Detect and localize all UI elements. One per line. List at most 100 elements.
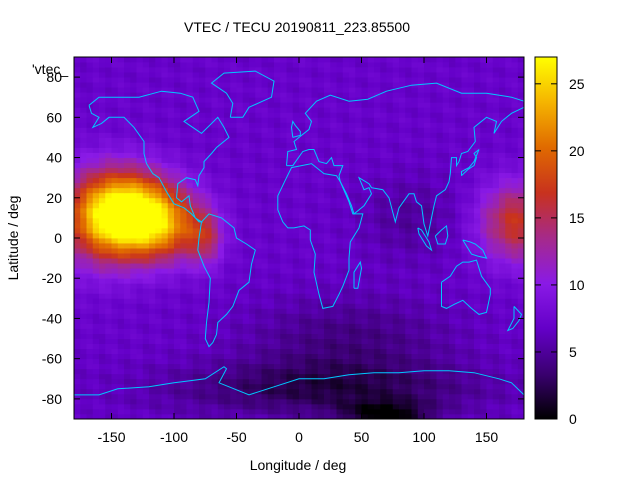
heatmap-cell bbox=[230, 343, 237, 350]
heatmap-cell bbox=[380, 403, 387, 410]
heatmap-cell bbox=[405, 343, 412, 350]
heatmap-cell bbox=[486, 328, 494, 334]
heatmap-cell bbox=[92, 318, 100, 324]
heatmap-cell bbox=[517, 328, 525, 334]
heatmap-cell bbox=[105, 202, 112, 209]
heatmap-cell bbox=[392, 177, 400, 184]
heatmap-cell bbox=[517, 172, 525, 179]
heatmap-cell bbox=[349, 72, 356, 78]
heatmap-cell bbox=[211, 263, 219, 269]
heatmap-cell bbox=[355, 388, 362, 395]
heatmap-cell bbox=[386, 318, 394, 324]
heatmap-cell bbox=[142, 318, 150, 324]
heatmap-cell bbox=[236, 77, 244, 83]
heatmap-cell bbox=[499, 368, 506, 375]
heatmap-cell bbox=[411, 127, 419, 133]
heatmap-cell bbox=[330, 353, 337, 360]
heatmap-cell bbox=[280, 157, 287, 163]
heatmap-cell bbox=[474, 162, 481, 169]
heatmap-cell bbox=[386, 177, 394, 184]
heatmap-cell bbox=[111, 222, 119, 229]
heatmap-cell bbox=[242, 243, 250, 249]
heatmap-cell bbox=[480, 283, 487, 289]
heatmap-cell bbox=[324, 72, 331, 78]
heatmap-cell bbox=[261, 137, 269, 143]
heatmap-cell bbox=[324, 137, 331, 143]
heatmap-cell bbox=[455, 217, 462, 224]
heatmap-cell bbox=[249, 263, 256, 269]
heatmap-cell bbox=[205, 182, 212, 189]
heatmap-cell bbox=[92, 293, 100, 299]
heatmap-cell bbox=[367, 192, 375, 199]
heatmap-cell bbox=[155, 217, 162, 224]
heatmap-cell bbox=[255, 97, 262, 103]
heatmap-cell bbox=[217, 348, 225, 355]
heatmap-cell bbox=[317, 112, 325, 118]
heatmap-cell bbox=[405, 132, 412, 138]
heatmap-cell bbox=[480, 333, 487, 339]
heatmap-cell bbox=[149, 378, 156, 385]
heatmap-cell bbox=[342, 72, 350, 78]
heatmap-cell bbox=[142, 283, 150, 289]
heatmap-cell bbox=[386, 167, 394, 174]
heatmap-cell bbox=[124, 283, 131, 289]
heatmap-cell bbox=[405, 383, 412, 390]
heatmap-cell bbox=[436, 72, 444, 78]
heatmap-cell bbox=[86, 253, 94, 259]
heatmap-cell bbox=[142, 222, 150, 229]
heatmap-cell bbox=[105, 333, 112, 339]
heatmap-cell bbox=[317, 127, 325, 133]
heatmap-cell bbox=[286, 383, 294, 390]
heatmap-cell bbox=[499, 243, 506, 249]
heatmap-cell bbox=[499, 278, 506, 284]
heatmap-cell bbox=[205, 117, 212, 123]
heatmap-cell bbox=[455, 77, 462, 83]
heatmap-cell bbox=[436, 212, 444, 219]
heatmap-cell bbox=[449, 217, 456, 224]
heatmap-cell bbox=[324, 378, 331, 385]
heatmap-cell bbox=[517, 263, 525, 269]
heatmap-cell bbox=[242, 72, 250, 78]
heatmap-cell bbox=[342, 112, 350, 118]
heatmap-cell bbox=[199, 187, 206, 194]
heatmap-cell bbox=[486, 268, 494, 274]
heatmap-cell bbox=[436, 187, 444, 194]
heatmap-cell bbox=[99, 393, 106, 400]
heatmap-cell bbox=[261, 383, 269, 390]
heatmap-cell bbox=[361, 87, 369, 93]
heatmap-cell bbox=[267, 243, 275, 249]
heatmap-cell bbox=[136, 117, 144, 123]
heatmap-cell bbox=[424, 303, 431, 309]
heatmap-cell bbox=[249, 393, 256, 400]
heatmap-cell bbox=[161, 97, 169, 103]
heatmap-cell bbox=[249, 177, 256, 184]
heatmap-cell bbox=[142, 132, 150, 138]
heatmap-cell bbox=[255, 152, 262, 158]
heatmap-cell bbox=[80, 127, 87, 133]
heatmap-cell bbox=[249, 343, 256, 350]
heatmap-cell bbox=[74, 82, 81, 88]
heatmap-cell bbox=[205, 383, 212, 390]
heatmap-cell bbox=[242, 288, 250, 294]
heatmap-cell bbox=[167, 92, 175, 98]
heatmap-cell bbox=[267, 283, 275, 289]
heatmap-cell bbox=[111, 217, 119, 224]
heatmap-cell bbox=[105, 313, 112, 319]
heatmap-cell bbox=[505, 343, 512, 350]
heatmap-cell bbox=[92, 192, 100, 199]
heatmap-cell bbox=[474, 172, 481, 179]
heatmap-cell bbox=[430, 248, 437, 254]
heatmap-cell bbox=[292, 268, 300, 274]
heatmap-cell bbox=[380, 288, 387, 294]
heatmap-cell bbox=[324, 132, 331, 138]
heatmap-cell bbox=[305, 373, 312, 380]
heatmap-cell bbox=[336, 323, 344, 329]
heatmap-cell bbox=[224, 298, 231, 304]
heatmap-cell bbox=[392, 293, 400, 299]
heatmap-cell bbox=[142, 67, 150, 73]
heatmap-cell bbox=[355, 318, 362, 324]
heatmap-cell bbox=[236, 373, 244, 380]
heatmap-cell bbox=[317, 72, 325, 78]
heatmap-cell bbox=[92, 142, 100, 148]
heatmap-cell bbox=[111, 373, 119, 380]
